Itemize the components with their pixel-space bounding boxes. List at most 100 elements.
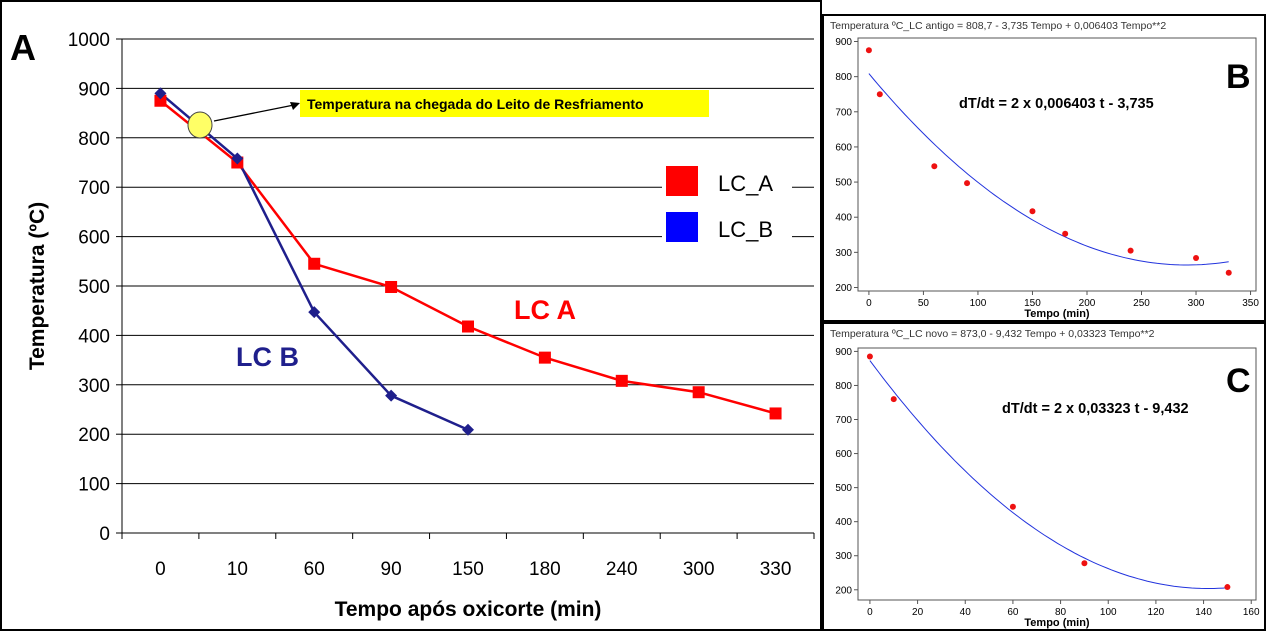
- x-tick-label: 180: [529, 559, 561, 580]
- y-tick-label: 400: [835, 517, 852, 528]
- x-tick-label: 240: [606, 559, 638, 580]
- y-tick-label: 700: [835, 107, 852, 118]
- legend-label-lc-b: LC_B: [718, 217, 773, 242]
- data-point: [866, 353, 873, 360]
- chart-b-svg: Temperatura ºC_LC antigo = 808,7 - 3,735…: [830, 20, 1259, 320]
- y-tick-label: 800: [835, 72, 852, 83]
- x-tick-label: 150: [1024, 298, 1041, 309]
- x-tick-label: 160: [1243, 607, 1260, 618]
- y-tick-label: 800: [78, 129, 110, 150]
- derivative-equation: dT/dt = 2 x 0,03323 t - 9,432: [1002, 401, 1189, 417]
- y-tick-label: 300: [835, 551, 852, 562]
- data-point-lc-a: [385, 280, 398, 293]
- panel-a: 0 100 200 300 400 500 600 700 800 900 1000 0 10 60 90 1…: [0, 0, 822, 631]
- annotation-arrowhead: [290, 102, 300, 110]
- fit-curve: [868, 73, 1229, 266]
- x-tick-label: 350: [1242, 298, 1259, 309]
- y-tick-label: 400: [835, 213, 852, 224]
- x-tick-label: 330: [760, 559, 792, 580]
- y-tick-label: 600: [78, 228, 110, 249]
- annotation-text: Temperatura na chegada do Leito de Resfr…: [307, 96, 644, 112]
- data-point-lc-a: [308, 257, 321, 270]
- x-tick-label: 300: [1188, 298, 1205, 309]
- x-tick-label: 80: [1055, 607, 1067, 618]
- y-tick-label: 300: [835, 248, 852, 259]
- chart-c-svg: Temperatura ºC_LC novo = 873,0 - 9,432 T…: [830, 328, 1260, 629]
- y-tick-label: 500: [835, 483, 852, 494]
- data-point: [931, 163, 938, 170]
- annotation-box: [300, 90, 709, 117]
- y-tick-label: 600: [835, 142, 852, 153]
- y-tick-label: 200: [835, 585, 852, 596]
- x-tick-label: 0: [866, 298, 872, 309]
- legend-swatch-lc-a: [666, 166, 698, 196]
- data-point-lc-a: [154, 94, 167, 107]
- data-point: [1081, 560, 1088, 567]
- x-tick-label: 60: [1007, 607, 1019, 618]
- data-point-lc-b: [154, 87, 167, 100]
- x-tick-label: 90: [381, 559, 402, 580]
- y-tick-label: 1000: [68, 30, 110, 51]
- y-tick-label: 700: [835, 415, 852, 426]
- x-tick-label: 150: [452, 559, 484, 580]
- data-point: [876, 91, 883, 98]
- x-tick-label: 50: [918, 298, 930, 309]
- y-tick-label: 600: [835, 449, 852, 460]
- data-point-lc-a: [769, 407, 782, 420]
- x-tick-label: 10: [227, 559, 248, 580]
- series-label-lc-a: LC A: [514, 295, 576, 325]
- x-tick-label: 300: [683, 559, 715, 580]
- data-point-lc-b: [385, 389, 398, 402]
- annotation-arrow-line: [213, 104, 295, 122]
- data-point-lc-b: [308, 306, 321, 319]
- x-tick-label: 120: [1148, 607, 1165, 618]
- x-tick-label: 140: [1195, 607, 1212, 618]
- data-point: [1193, 254, 1200, 261]
- panel-label-a: A: [10, 27, 36, 68]
- y-tick-label: 800: [835, 381, 852, 392]
- data-point-lc-a: [615, 374, 628, 387]
- data-point-lc-b: [231, 152, 244, 165]
- panel-c: Temperatura ºC_LC novo = 873,0 - 9,432 T…: [822, 322, 1266, 631]
- chart-a-svg: 0 100 200 300 400 500 600 700 800 900 1000 0 10 60 90 1…: [10, 27, 815, 621]
- y-tick-label: 700: [78, 178, 110, 199]
- data-point: [1224, 584, 1231, 591]
- x-tick-label: 250: [1133, 298, 1150, 309]
- x-axis-label: Tempo (min): [1024, 617, 1090, 629]
- x-tick-label: 0: [867, 607, 873, 618]
- x-tick-label: 20: [912, 607, 924, 618]
- y-tick-label: 100: [78, 475, 110, 496]
- y-tick-label: 400: [78, 326, 110, 347]
- data-point: [865, 47, 872, 54]
- fit-curve: [869, 360, 1228, 589]
- y-tick-label: 200: [78, 425, 110, 446]
- data-point: [1009, 503, 1016, 510]
- data-point-lc-a: [692, 386, 705, 399]
- y-tick-label: 900: [835, 37, 852, 48]
- data-point: [1029, 208, 1036, 215]
- y-tick-label: 900: [835, 347, 852, 358]
- panel-label-c: C: [1226, 362, 1251, 400]
- data-point: [964, 180, 971, 187]
- series-label-lc-b: LC B: [236, 342, 299, 372]
- x-tick-label: 100: [1100, 607, 1117, 618]
- x-tick-label: 200: [1079, 298, 1096, 309]
- regression-title: Temperatura ºC_LC antigo = 808,7 - 3,735…: [830, 20, 1166, 32]
- arrival-marker: [187, 111, 213, 139]
- x-tick-label: 40: [960, 607, 972, 618]
- data-point-lc-a: [462, 320, 474, 333]
- plot-frame: [857, 37, 1257, 292]
- plot-frame: [857, 347, 1257, 601]
- panel-label-b: B: [1226, 58, 1251, 96]
- x-tick-label: 100: [970, 298, 987, 309]
- x-axis-label: Tempo (min): [1024, 308, 1090, 320]
- x-tick-label: 0: [155, 559, 166, 580]
- y-tick-label: 0: [99, 524, 110, 545]
- legend-swatch-lc-b: [666, 212, 698, 242]
- y-tick-label: 500: [78, 277, 110, 298]
- y-tick-label: 500: [835, 178, 852, 189]
- data-point: [1225, 269, 1232, 276]
- panel-b: Temperatura ºC_LC antigo = 808,7 - 3,735…: [822, 14, 1266, 322]
- data-point: [1062, 230, 1069, 237]
- y-tick-label: 900: [78, 79, 110, 100]
